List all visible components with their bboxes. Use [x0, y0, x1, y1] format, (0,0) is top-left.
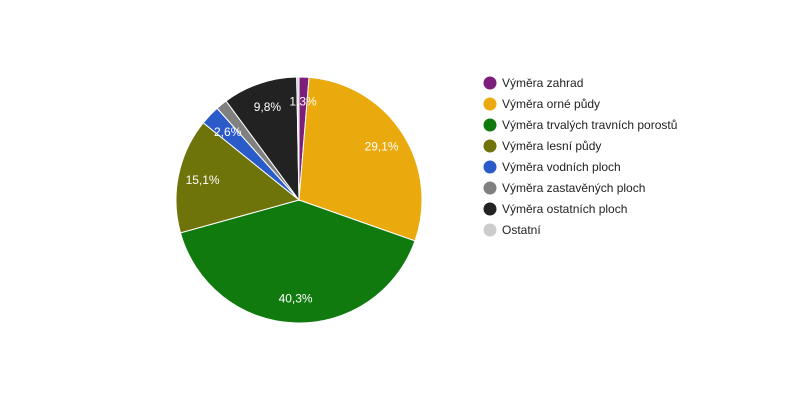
legend-item-vymera-zahrad[interactable]: Výměra zahrad: [483, 76, 584, 90]
legend-label: Výměra zahrad: [502, 76, 583, 90]
slice-label-vymera-zahrad: 1,3%: [289, 95, 317, 109]
legend-swatch: [483, 202, 497, 216]
legend-label: Výměra orné půdy: [502, 97, 600, 111]
legend-swatch: [483, 160, 497, 174]
legend-item-ostatni[interactable]: Ostatní: [483, 223, 542, 237]
legend: Výměra zahrad Výměra orné půdy Výměra trva…: [483, 76, 678, 237]
legend-item-vymera-vodnich-ploch[interactable]: Výměra vodních ploch: [483, 160, 621, 174]
legend-item-vymera-trvalych-travnich-porostu[interactable]: Výměra trvalých travních porostů: [483, 118, 678, 132]
legend-swatch: [483, 139, 497, 153]
legend-item-vymera-orne-pudy[interactable]: Výměra orné půdy: [483, 97, 601, 111]
legend-label: Ostatní: [502, 223, 541, 237]
pie-slice-vymera-trvalych-travnich-porostu[interactable]: [179, 199, 416, 324]
pie-slice-ostatni[interactable]: [296, 76, 300, 201]
pie-slice-vymera-lesni-pudy[interactable]: [175, 122, 301, 234]
pie-slice-vymera-ostatnich-ploch[interactable]: [225, 76, 300, 202]
legend-swatch: [483, 76, 497, 90]
slice-label-vymera-orne-pudy: 29,1%: [365, 140, 399, 154]
legend-swatch: [483, 181, 497, 195]
pie-slice-vymera-orne-pudy[interactable]: [298, 76, 423, 242]
legend-item-vymera-zastavenych-ploch[interactable]: Výměra zastavěných ploch: [483, 181, 646, 195]
legend-label: Výměra trvalých travních porostů: [502, 118, 677, 132]
slice-label-vymera-lesni-pudy: 15,1%: [186, 173, 220, 187]
slice-label-vymera-ostatnich-ploch: 9,8%: [254, 100, 282, 114]
legend-label: Výměra ostatních ploch: [502, 202, 627, 216]
slice-labels: 1,3% 29,1% 40,3% 15,1% 2,6% 9,8%: [186, 95, 399, 306]
legend-label: Výměra vodních ploch: [502, 160, 621, 174]
legend-label: Výměra zastavěných ploch: [502, 181, 645, 195]
legend-item-vymera-lesni-pudy[interactable]: Výměra lesní půdy: [483, 139, 602, 153]
slice-label-vymera-vodnich-ploch: 2,6%: [214, 125, 242, 139]
legend-item-vymera-ostatnich-ploch[interactable]: Výměra ostatních ploch: [483, 202, 628, 216]
legend-swatch: [483, 223, 497, 237]
legend-swatch: [483, 118, 497, 132]
slice-label-vymera-trvalych-travnich-porostu: 40,3%: [279, 291, 313, 305]
pie-slices: [175, 76, 423, 324]
legend-label: Výměra lesní půdy: [502, 139, 601, 153]
legend-swatch: [483, 97, 497, 111]
